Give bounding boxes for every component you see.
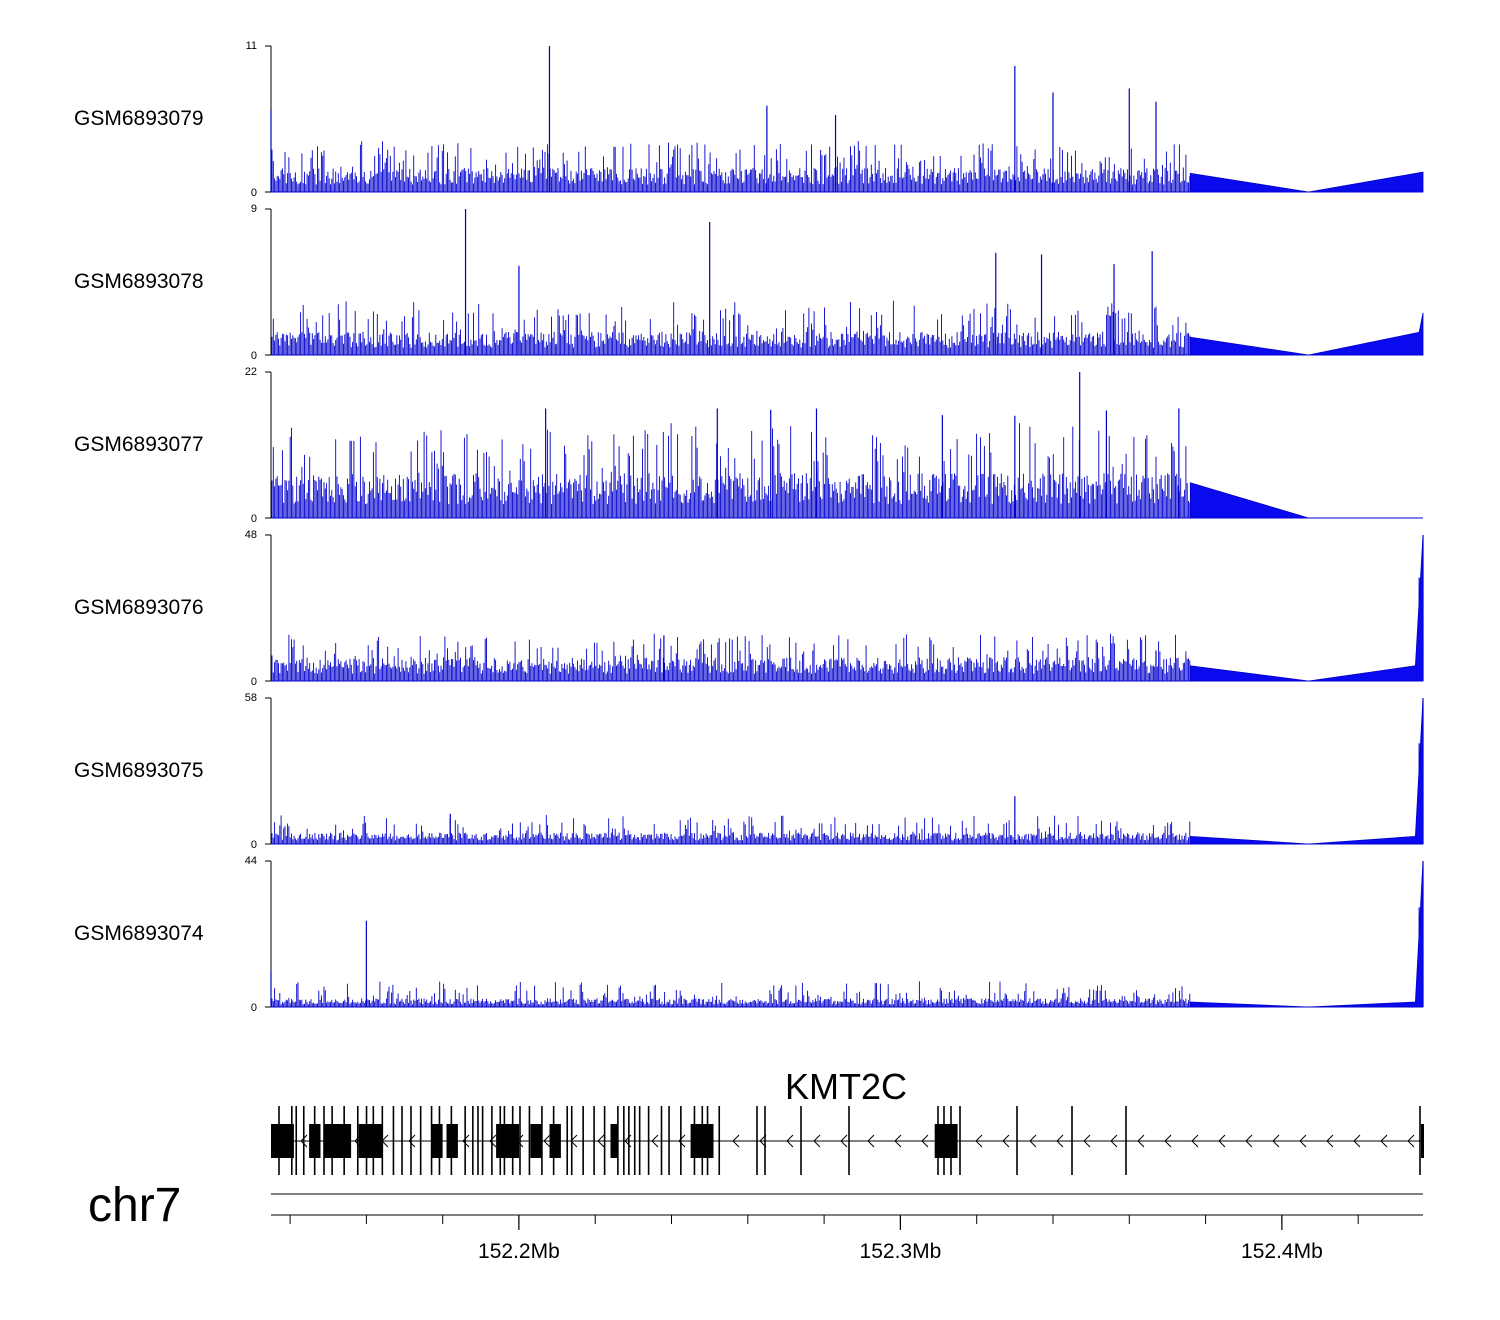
track-label: GSM6893077 <box>74 433 204 456</box>
exon-block <box>431 1124 443 1158</box>
track-GSM6893075: GSM6893075 58 0 <box>74 692 1424 851</box>
strand-arrow <box>1191 1134 1199 1148</box>
track-ymin-label: 0 <box>251 839 257 851</box>
exon-block <box>610 1124 619 1158</box>
signal-tail <box>1189 171 1424 193</box>
exon-block <box>1421 1124 1424 1158</box>
strand-arrow <box>1299 1134 1307 1148</box>
track-ymin-label: 0 <box>251 513 257 525</box>
strand-arrow <box>1137 1134 1145 1148</box>
track-ymin-label: 0 <box>251 676 257 688</box>
strand-arrow <box>1029 1134 1037 1148</box>
track-ymin-label: 0 <box>251 187 257 199</box>
strand-arrow <box>759 1134 767 1148</box>
strand-arrow <box>975 1134 983 1148</box>
track-label: GSM6893079 <box>74 107 204 130</box>
strand-arrow <box>1407 1134 1415 1148</box>
signal-density <box>271 981 1191 1007</box>
strand-arrow <box>732 1134 740 1148</box>
strand-arrow <box>1218 1134 1226 1148</box>
strand-arrow <box>678 1134 686 1148</box>
strand-arrow <box>786 1134 794 1148</box>
track-GSM6893077: GSM6893077 22 0 <box>74 366 1423 525</box>
signal-tail <box>1189 860 1424 1008</box>
track-ymax-label: 44 <box>245 855 257 867</box>
exon-block <box>934 1124 950 1158</box>
strand-arrow <box>462 1134 470 1148</box>
strand-arrow <box>543 1134 551 1148</box>
strand-arrow <box>1272 1134 1280 1148</box>
strand-arrow <box>489 1134 497 1148</box>
track-ymax-label: 11 <box>246 40 257 52</box>
exon-block <box>496 1124 519 1158</box>
strand-arrow <box>840 1134 848 1148</box>
strand-arrow <box>1056 1134 1064 1148</box>
exon-block <box>549 1124 561 1158</box>
track-label: GSM6893074 <box>74 922 204 945</box>
strand-arrow <box>651 1134 659 1148</box>
strand-arrow <box>408 1134 416 1148</box>
genomic-axis: 152.2Mb 152.3Mb 152.4Mb <box>271 1193 1423 1263</box>
signal-tail <box>1189 697 1424 845</box>
strand-arrow <box>1380 1134 1388 1148</box>
strand-arrow <box>1110 1134 1118 1148</box>
track-ymax-label: 58 <box>245 692 257 704</box>
track-ymax-label: 9 <box>251 203 257 215</box>
strand-arrow <box>1083 1134 1091 1148</box>
chromosome-label: chr7 <box>88 1179 181 1232</box>
strand-arrow <box>300 1134 308 1148</box>
axis-tick-label: 152.2Mb <box>478 1240 560 1263</box>
strand-arrow <box>1002 1134 1010 1148</box>
track-ymax-label: 48 <box>245 529 257 541</box>
exon-block <box>530 1124 542 1158</box>
gene-name: KMT2C <box>785 1066 907 1107</box>
track-ymax-label: 22 <box>245 366 257 378</box>
exon-block <box>950 1124 958 1158</box>
exon-block <box>446 1124 458 1158</box>
signal-density <box>271 814 1191 844</box>
exon-block <box>690 1124 714 1158</box>
track-GSM6893079: GSM6893079 11 0 <box>74 40 1424 199</box>
strand-arrow <box>1353 1134 1361 1148</box>
signal-density <box>271 300 1191 355</box>
track-GSM6893074: GSM6893074 44 0 <box>74 855 1424 1014</box>
strand-arrow <box>597 1134 605 1148</box>
strand-arrow <box>1245 1134 1253 1148</box>
axis-tick-label: 152.3Mb <box>860 1240 942 1263</box>
exon-block <box>271 1124 294 1158</box>
strand-arrow <box>894 1134 902 1148</box>
track-label: GSM6893076 <box>74 596 204 619</box>
track-GSM6893076: GSM6893076 48 0 <box>74 529 1424 688</box>
strand-arrow <box>921 1134 929 1148</box>
strand-arrow <box>867 1134 875 1148</box>
strand-arrow <box>1326 1134 1334 1148</box>
track-ymin-label: 0 <box>251 1002 257 1014</box>
strand-arrow <box>1164 1134 1172 1148</box>
signal-density <box>271 633 1191 681</box>
track-GSM6893078: GSM6893078 9 0 <box>74 203 1424 362</box>
track-label: GSM6893075 <box>74 759 204 782</box>
track-label: GSM6893078 <box>74 270 204 293</box>
signal-tail <box>1189 312 1424 356</box>
exon-block <box>324 1124 352 1158</box>
strand-arrow <box>813 1134 821 1148</box>
gene-track: KMT2C <box>271 1066 1424 1175</box>
signal-tracks: GSM6893079110GSM689307890GSM6893077220GS… <box>74 40 1424 1014</box>
signal-density <box>271 141 1191 192</box>
exon-block <box>309 1124 321 1158</box>
exon-block <box>358 1124 382 1158</box>
track-ymin-label: 0 <box>251 350 257 362</box>
axis-tick-label: 152.4Mb <box>1241 1240 1323 1263</box>
signal-tail <box>1189 534 1424 682</box>
signal-density <box>271 423 1191 518</box>
signal-tail <box>1189 482 1309 519</box>
